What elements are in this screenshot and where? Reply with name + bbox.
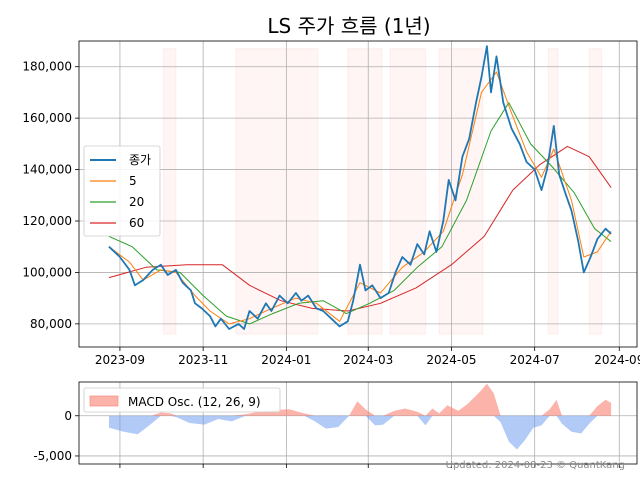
shaded-period-1 bbox=[235, 48, 319, 335]
x-tick-label: 2023-09 bbox=[95, 353, 145, 367]
shaded-periods bbox=[163, 48, 603, 335]
shaded-period-0 bbox=[163, 48, 177, 335]
y-tick-label: 140,000 bbox=[22, 163, 72, 177]
x-tick-label: 2024-07 bbox=[510, 353, 560, 367]
shaded-period-5 bbox=[547, 48, 559, 335]
macd-x-ticks bbox=[119, 464, 620, 468]
price-plot-frame bbox=[78, 40, 638, 348]
macd-legend-swatch bbox=[89, 395, 119, 407]
macd-y-ticks: -5,000 0 bbox=[33, 409, 79, 463]
macd-positive-area bbox=[109, 383, 612, 416]
chart-title: LS 주가 흐름 (1년) bbox=[267, 14, 430, 38]
watermark: Updated: 2024-08-23 © QuantKang bbox=[446, 460, 625, 471]
x-tick-label: 2024-09 bbox=[594, 353, 640, 367]
y-tick-label: 180,000 bbox=[22, 60, 72, 74]
macd-y-tick-label: -5,000 bbox=[33, 449, 72, 463]
y-tick-label: 120,000 bbox=[22, 214, 72, 228]
macd-legend-label: MACD Osc. (12, 26, 9) bbox=[128, 395, 261, 409]
macd-plot-frame bbox=[78, 381, 638, 465]
x-tick-label: 2024-05 bbox=[426, 353, 476, 367]
y-tick-label: 160,000 bbox=[22, 111, 72, 125]
date-x-ticks: 2023-09 2023-11 2024-01 2024-03 2024-05 2024-… bbox=[95, 347, 640, 367]
macd-legend-box bbox=[83, 387, 281, 413]
price-lines bbox=[108, 45, 612, 330]
price-legend: 종가 5 20 60 bbox=[83, 145, 161, 237]
series-line-0 bbox=[108, 45, 612, 330]
legend-label-2: 20 bbox=[129, 195, 144, 209]
macd-area bbox=[109, 383, 612, 450]
macd-legend: MACD Osc. (12, 26, 9) bbox=[83, 387, 281, 413]
price-y-ticks: 80,000 100,000 120,000 140,000 160,000 180,00… bbox=[22, 60, 79, 331]
legend-label-1: 5 bbox=[129, 174, 137, 188]
shaded-period-3 bbox=[389, 48, 427, 335]
series-line-2 bbox=[108, 102, 612, 325]
x-tick-label: 2024-03 bbox=[343, 353, 393, 367]
legend-label-0: 종가 bbox=[129, 153, 151, 167]
legend-label-3: 60 bbox=[129, 216, 144, 230]
shaded-period-6 bbox=[588, 48, 603, 335]
macd-negative-area bbox=[109, 415, 612, 450]
y-tick-label: 80,000 bbox=[30, 317, 72, 331]
shaded-period-4 bbox=[438, 48, 484, 335]
x-tick-label: 2024-01 bbox=[261, 353, 311, 367]
y-tick-label: 100,000 bbox=[22, 265, 72, 279]
legend-box bbox=[83, 145, 161, 237]
macd-y-tick-label: 0 bbox=[64, 409, 72, 423]
x-tick-label: 2023-11 bbox=[178, 353, 228, 367]
